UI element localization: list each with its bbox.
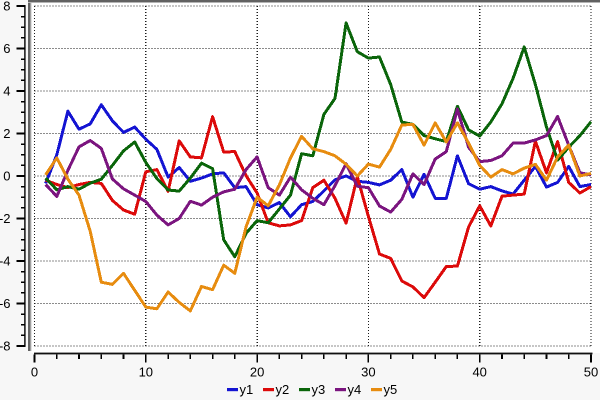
svg-text:8: 8 xyxy=(3,0,10,14)
svg-text:0: 0 xyxy=(3,169,10,184)
svg-text:y3: y3 xyxy=(312,382,326,397)
svg-text:-4: -4 xyxy=(0,254,11,269)
svg-text:2: 2 xyxy=(3,126,10,141)
svg-text:-2: -2 xyxy=(0,211,11,226)
svg-text:y2: y2 xyxy=(276,382,290,397)
svg-text:50: 50 xyxy=(584,365,598,380)
svg-text:-6: -6 xyxy=(0,296,11,311)
svg-text:y4: y4 xyxy=(348,382,362,397)
svg-text:0: 0 xyxy=(31,365,38,380)
svg-text:10: 10 xyxy=(139,365,153,380)
svg-text:40: 40 xyxy=(472,365,486,380)
svg-text:6: 6 xyxy=(3,41,10,56)
svg-text:-8: -8 xyxy=(0,339,11,354)
svg-text:30: 30 xyxy=(361,365,375,380)
svg-text:4: 4 xyxy=(3,84,10,99)
svg-text:20: 20 xyxy=(250,365,264,380)
svg-text:y1: y1 xyxy=(240,382,254,397)
svg-text:y5: y5 xyxy=(384,382,398,397)
